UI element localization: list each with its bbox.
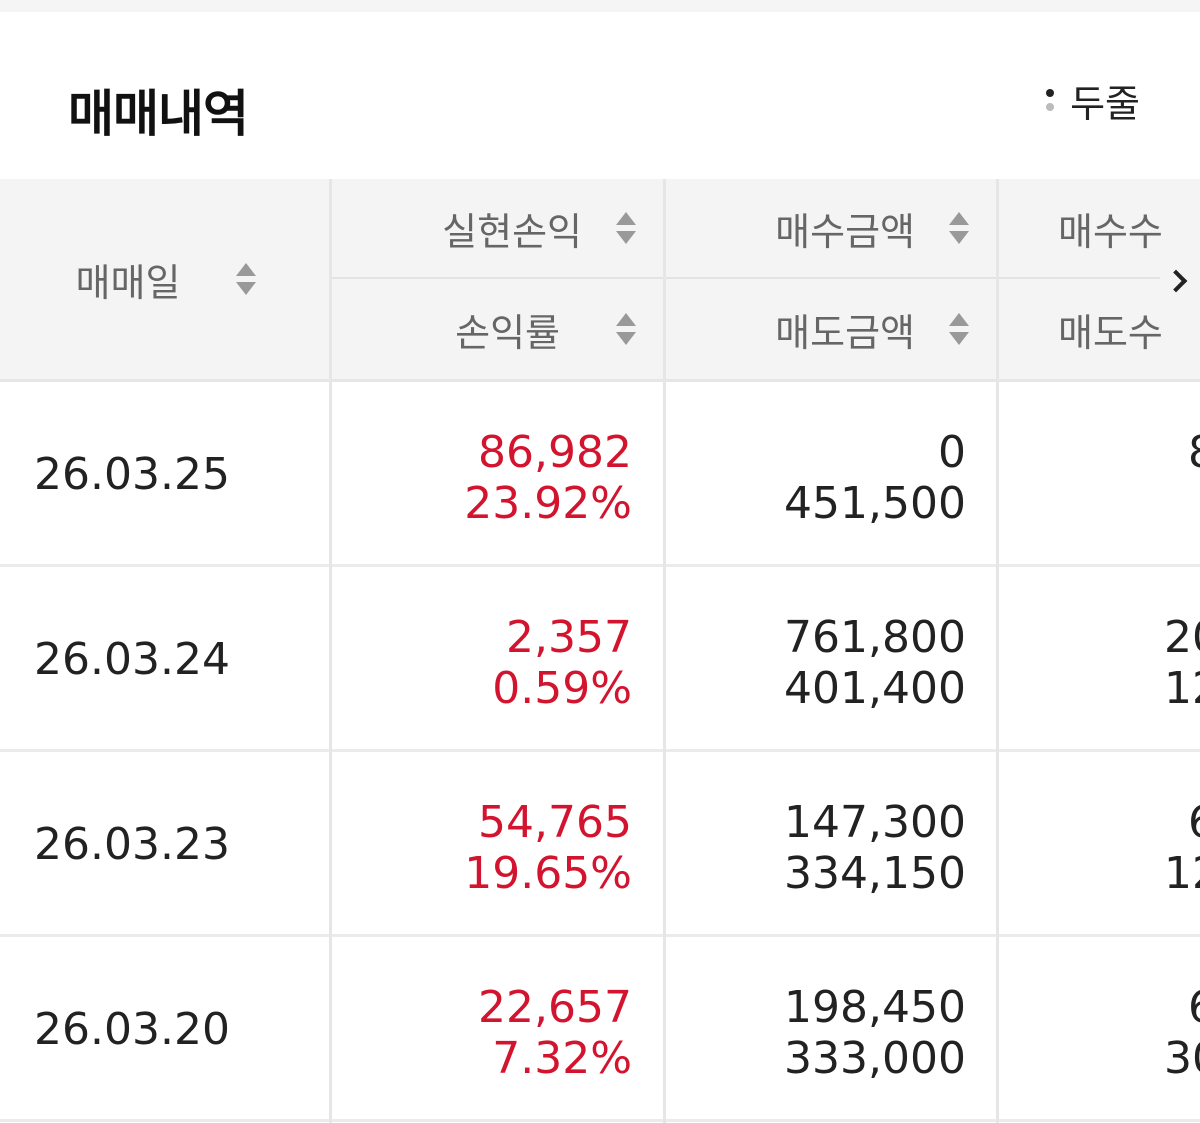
amount-cell: 761,800 401,400 [784,612,966,714]
qty-cell: 6 12 [1164,797,1200,899]
trade-date: 26.03.24 [34,634,230,685]
header-divider [332,277,1200,279]
column-divider [996,179,999,1123]
sell-qty: 12 [1164,848,1200,899]
panel-header: 매매내역 두줄 [0,12,1200,179]
buy-amount: 0 [938,427,966,478]
column-header-sell-qty[interactable]: 매도수 [1058,279,1200,379]
sort-updown-icon [616,209,636,247]
column-label-buy-qty: 매수수 [1058,209,1163,254]
pnl-cell: 2,357 0.59% [492,612,632,714]
column-label-rate: 손익률 [455,310,560,355]
buy-amount: 147,300 [784,797,966,848]
table-row[interactable]: 26.03.23 54,765 19.65% 147,300 334,150 6… [0,752,1200,937]
amount-cell: 198,450 333,000 [784,982,966,1084]
sell-amount: 333,000 [784,1033,966,1084]
column-header-rate[interactable]: 손익률 [332,279,666,379]
view-toggle-label: 두줄 [1070,81,1140,126]
sort-updown-icon [949,209,969,247]
pnl-cell: 22,657 7.32% [478,982,632,1084]
qty-cell: 8 [1188,427,1200,527]
sort-updown-icon [616,310,636,348]
column-header-buy-qty[interactable]: 매수수 [1058,179,1200,277]
pnl-cell: 54,765 19.65% [464,797,632,899]
buy-qty: 6 [1188,797,1200,848]
sell-amount: 451,500 [784,478,966,529]
column-header-buy-amount[interactable]: 매수금액 [666,179,999,277]
trade-date: 26.03.25 [34,449,230,500]
qty-cell: 20 12 [1164,612,1200,714]
buy-amount: 198,450 [784,982,966,1033]
sell-amount: 334,150 [784,848,966,899]
column-label-pnl: 실현손익 [442,209,582,254]
buy-qty: 20 [1164,612,1200,663]
trade-table: 매매일 실현손익 손익률 매수금액 매도금액 매수수 [0,179,1200,1123]
column-label-sell-qty: 매도수 [1058,310,1163,355]
trade-date: 26.03.23 [34,819,230,870]
column-label-date: 매매일 [75,260,181,305]
realized-pnl: 54,765 [478,797,632,848]
column-label-sell-amount: 매도금액 [775,310,915,355]
realized-pnl: 2,357 [506,612,632,663]
return-rate: 0.59% [492,663,632,714]
sell-qty: 30 [1164,1033,1200,1084]
two-dots-icon [1044,84,1056,116]
sell-qty: 8 [1188,427,1200,478]
amount-cell: 147,300 334,150 [784,797,966,899]
column-header-sell-amount[interactable]: 매도금액 [666,279,999,379]
column-label-buy-amount: 매수금액 [775,209,915,254]
buy-amount: 761,800 [784,612,966,663]
pnl-cell: 86,982 23.92% [464,427,632,529]
realized-pnl: 22,657 [478,982,632,1033]
table-row[interactable]: 26.03.25 86,982 23.92% 0 451,500 8 [0,382,1200,567]
realized-pnl: 86,982 [478,427,632,478]
scroll-right-button[interactable] [1160,261,1200,301]
amount-cell: 0 451,500 [784,427,966,529]
trade-date: 26.03.20 [34,1004,230,1055]
return-rate: 23.92% [464,478,632,529]
qty-cell: 6 30 [1164,982,1200,1084]
column-header-date[interactable]: 매매일 [0,179,332,379]
trade-history-panel: 매매내역 두줄 매매일 실현손익 손익률 매수금액 [0,12,1200,1123]
line-view-toggle[interactable]: 두줄 [1044,78,1140,126]
sell-amount: 401,400 [784,663,966,714]
table-row[interactable]: 26.03.24 2,357 0.59% 761,800 401,400 20 … [0,567,1200,752]
table-header: 매매일 실현손익 손익률 매수금액 매도금액 매수수 [0,179,1200,382]
return-rate: 7.32% [492,1033,632,1084]
page-title: 매매내역 [68,85,249,143]
return-rate: 19.65% [464,848,632,899]
sort-updown-icon [236,260,257,298]
sell-qty: 12 [1164,663,1200,714]
table-row[interactable]: 26.03.20 22,657 7.32% 198,450 333,000 6 … [0,937,1200,1122]
buy-qty: 6 [1188,982,1200,1033]
column-divider [329,179,332,1123]
chevron-right-icon [1164,269,1188,293]
sort-updown-icon [949,310,969,348]
column-header-pnl[interactable]: 실현손익 [332,179,666,277]
column-divider [663,179,666,1123]
